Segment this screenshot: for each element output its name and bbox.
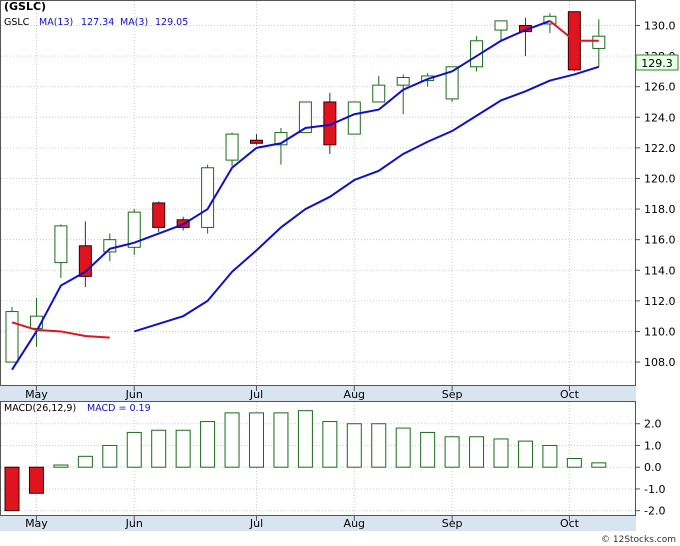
macd-bar [200,421,216,468]
macd-tick-label: 1.0 [644,439,662,452]
candle-body [347,101,361,135]
price-grid [1,1,636,385]
watermark: © 12Stocks.com [601,535,676,545]
candle-body [543,15,557,25]
candle-body [225,133,239,161]
macd-bar [273,412,289,468]
legend-ma3-label: MA(3) [120,17,148,28]
macd-bar [469,436,485,468]
macd-bar [371,423,387,468]
macd-bar [77,455,93,468]
price-tick-label: 130.0 [644,19,676,32]
candle-body [372,84,386,103]
ma3-line [11,19,551,371]
price-panel [0,0,636,386]
macd-bar [322,421,338,468]
macd-panel [0,401,636,516]
month-label: Jun [125,517,143,530]
macd-bar [493,438,509,468]
macd-bar [126,431,142,468]
month-label: May [25,388,48,401]
last-price-label: 129.3 [641,57,673,70]
candle-body [5,311,19,363]
macd-bar [591,462,607,468]
ma3-line-red-segment [11,321,110,339]
price-y-axis: 108.0 110.0 112.0 114.0 116.0 118.0 120.0 122.0… [636,19,676,369]
candle-body [152,202,166,228]
macd-tick-label: -1.0 [644,483,665,496]
macd-bars [4,410,607,512]
macd-bar [249,412,264,468]
price-tick-label: 110.0 [644,325,676,338]
legend-ma3-value: 129.05 [155,17,188,28]
month-label: Aug [344,388,365,401]
month-label: May [25,517,48,530]
price-tick-label: 122.0 [644,142,676,155]
macd-bar [346,423,362,468]
month-label: Jun [125,388,143,401]
macd-bar [4,466,20,512]
month-label: Sep [442,388,463,401]
price-legend: GSLC MA(13) 127.34 MA(3) 129.05 [4,17,188,28]
price-month-band [0,386,636,401]
month-label: Aug [344,517,365,530]
candle-body [201,167,215,228]
month-label: Oct [560,388,580,401]
macd-value-label: MACD = 0.19 [87,403,151,414]
price-tick-label: 116.0 [644,234,676,247]
price-tick-label: 108.0 [644,356,676,369]
macd-bar [102,444,118,468]
macd-tick-label: 0.0 [644,461,662,474]
macd-bar [542,444,558,468]
price-tick-label: 112.0 [644,295,676,308]
candle-body [250,139,263,144]
month-label: Sep [442,517,463,530]
macd-label: MACD(26,12,9) [4,403,76,414]
macd-bar [420,431,436,468]
macd-bar [28,466,44,494]
macd-bar [224,412,240,468]
last-price-badge: 129.3 [635,54,679,71]
month-label: Jul [249,517,263,530]
moving-average-lines [11,19,600,371]
macd-bar [444,436,460,468]
price-tick-label: 124.0 [644,111,676,124]
price-tick-label: 126.0 [644,81,676,94]
macd-bar [566,458,582,468]
candle-body [396,76,410,86]
price-tick-label: 120.0 [644,172,676,185]
candle-body [445,66,459,100]
macd-x-axis: May Jun Jul Aug Sep Oct [25,516,580,530]
price-x-axis: May Jun Jul Aug Sep Oct [25,386,580,401]
candle-body [127,211,141,248]
legend-symbol: GSLC [4,17,30,28]
candle-body [592,35,606,49]
candle-body [298,101,312,134]
candle-body [470,40,484,68]
macd-month-band [0,516,636,531]
macd-bar [517,440,533,468]
candle-body [494,20,508,31]
month-label: Oct [560,517,580,530]
macd-bar [151,429,167,468]
candles [5,11,606,363]
macd-bar [395,427,411,468]
macd-bar [297,410,313,468]
ma3-line-red-tail [549,20,599,42]
macd-bar [53,464,69,468]
ma13-line [133,65,600,333]
candle-body [54,225,68,264]
macd-bar [175,429,191,468]
candle-body [323,101,337,146]
ticker-label: (GSLC) [4,0,46,13]
legend-ma13-value: 127.34 [81,17,114,28]
legend-ma13-label: MA(13) [39,17,73,28]
macd-tick-label: -2.0 [644,505,665,518]
month-label: Jul [249,388,263,401]
macd-tick-label: 2.0 [644,418,662,431]
price-tick-label: 114.0 [644,264,676,277]
price-tick-label: 118.0 [644,203,676,216]
macd-y-axis: -2.0 -1.0 0.0 1.0 2.0 [636,418,665,518]
